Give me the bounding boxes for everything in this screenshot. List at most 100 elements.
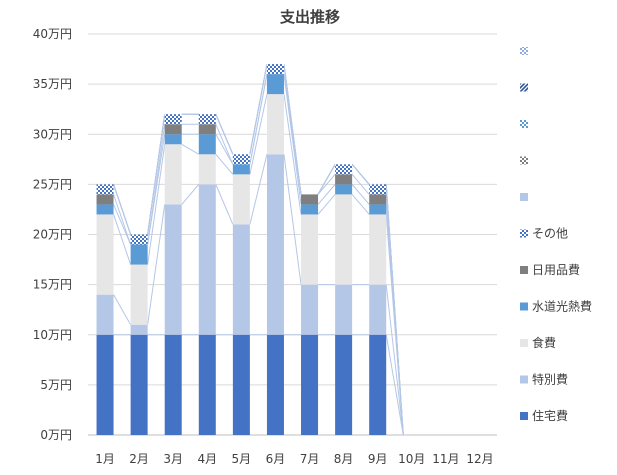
y-tick-label: 5万円	[40, 378, 72, 392]
series-line	[317, 164, 336, 195]
bar-segment	[232, 164, 250, 175]
series-line	[215, 124, 234, 165]
x-tick-label: 3月	[163, 452, 183, 466]
series-line	[351, 164, 370, 185]
bar-segment	[369, 284, 387, 335]
series-line	[283, 94, 302, 215]
y-tick-label: 20万円	[33, 228, 72, 242]
legend-item: その他	[520, 227, 568, 241]
series-lines	[113, 63, 404, 436]
bar-segment	[164, 134, 182, 145]
legend-item: 特別費	[520, 372, 568, 387]
bar-segment	[266, 154, 284, 335]
legend-item: 水道光熱費	[520, 299, 592, 314]
series-line	[215, 134, 234, 165]
y-tick-label: 15万円	[33, 278, 72, 292]
x-tick-label: 5月	[232, 452, 252, 466]
series-line	[147, 124, 166, 245]
series-line	[351, 184, 370, 205]
legend-item	[520, 156, 528, 165]
x-tick-label: 6月	[266, 452, 286, 466]
bar-segment	[130, 324, 148, 335]
bar-segment	[96, 204, 114, 215]
bar-segment	[96, 194, 114, 205]
series-line	[317, 184, 336, 205]
x-tick-label: 2月	[129, 452, 149, 466]
series-line	[283, 64, 302, 195]
bar-segment	[96, 214, 114, 295]
series-line	[317, 194, 336, 215]
bar-segment	[301, 194, 319, 205]
y-tick-label: 25万円	[33, 177, 72, 191]
bar-segment	[301, 284, 319, 335]
bar-segment	[266, 64, 284, 75]
series-line	[215, 184, 234, 225]
bar-segment	[335, 164, 353, 175]
legend-swatch	[520, 156, 528, 165]
x-tick-label: 10月	[398, 452, 425, 466]
y-tick-label: 10万円	[33, 328, 72, 342]
x-tick-label: 11月	[432, 452, 459, 466]
bar-segment	[198, 124, 216, 135]
legend-item: 日用品費	[520, 262, 580, 277]
bar-segment	[335, 174, 353, 185]
series-line	[147, 204, 166, 325]
series-line	[147, 144, 166, 265]
legend-item: 住宅費	[520, 408, 568, 423]
bar-segment	[335, 334, 353, 435]
bar-segment	[335, 194, 353, 285]
bars	[96, 64, 387, 435]
legend-item: 食費	[520, 335, 556, 350]
legend-label: 食費	[532, 335, 556, 350]
y-tick-label: 30万円	[33, 127, 72, 141]
bar-segment	[130, 334, 148, 435]
legend-item	[520, 83, 528, 92]
legend-label: 特別費	[532, 372, 568, 387]
bar-segment	[198, 114, 216, 125]
bar-segment	[96, 294, 114, 335]
bar-segment	[96, 334, 114, 435]
series-line	[385, 184, 404, 436]
bar-segment	[164, 204, 182, 335]
legend-swatch	[520, 302, 528, 311]
series-line	[351, 194, 370, 215]
series-line	[215, 153, 234, 175]
bar-segment	[369, 184, 387, 195]
series-line	[249, 63, 268, 155]
legend-label: 日用品費	[532, 262, 580, 277]
legend-label: 水道光熱費	[532, 299, 592, 314]
x-axis-ticks: 1月 2月 3月 4月 5月 6月 7月 8月 9月 10月 11月 12月	[95, 452, 493, 466]
legend-swatch	[520, 412, 528, 420]
bar-segment	[335, 284, 353, 335]
bar-segment	[164, 114, 182, 125]
bar-segment	[301, 334, 319, 435]
legend-label: その他	[532, 227, 568, 241]
bar-segment	[164, 334, 182, 435]
series-line	[113, 204, 132, 245]
bar-segment	[369, 334, 387, 435]
x-tick-label: 4月	[197, 452, 217, 466]
legend-label: 住宅費	[532, 408, 568, 423]
bar-segment	[266, 74, 284, 95]
legend-swatch	[520, 83, 528, 92]
y-tick-label: 35万円	[33, 77, 72, 91]
series-line	[181, 143, 200, 155]
x-tick-label: 12月	[466, 452, 493, 466]
bar-segment	[369, 214, 387, 285]
bar-segment	[369, 194, 387, 205]
bar-segment	[130, 234, 148, 245]
y-tick-label: 40万円	[33, 27, 72, 41]
x-tick-label: 1月	[95, 452, 115, 466]
series-line	[249, 94, 268, 175]
series-line	[215, 114, 234, 155]
bar-segment	[232, 174, 250, 225]
bar-segment	[232, 224, 250, 335]
series-line	[385, 334, 404, 436]
series-line	[385, 284, 404, 436]
x-tick-label: 9月	[368, 452, 388, 466]
legend-item	[520, 47, 528, 55]
legend-swatch	[520, 120, 528, 128]
bar-segment	[301, 204, 319, 215]
